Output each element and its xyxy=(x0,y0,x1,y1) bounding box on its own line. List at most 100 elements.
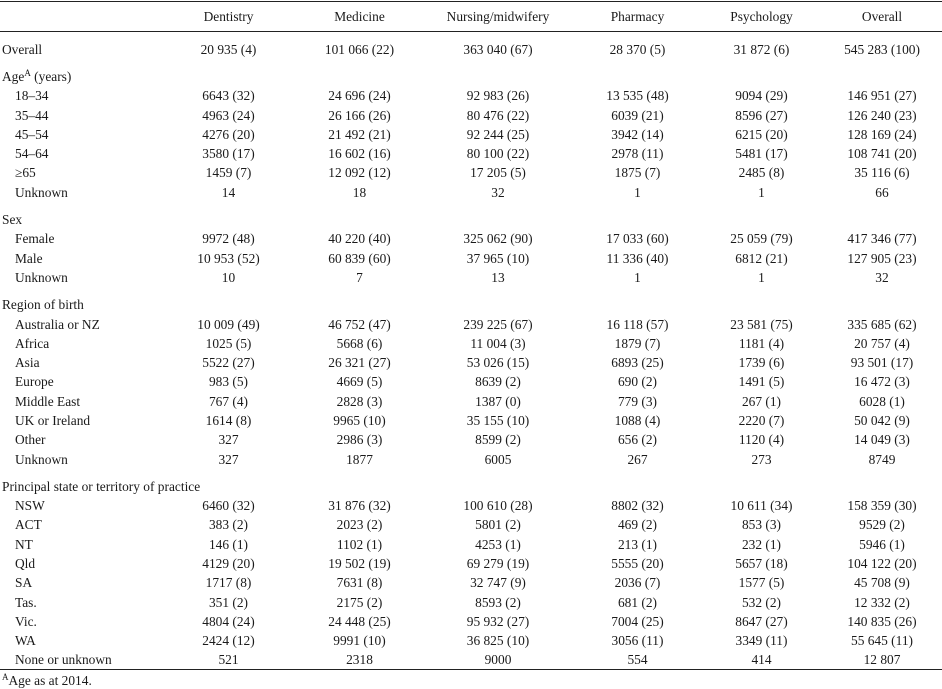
spacer-row xyxy=(0,287,942,295)
table-cell: 7 xyxy=(356,269,363,285)
table-cell: 17 205 (5) xyxy=(470,165,526,181)
table-cell: 6039 (21) xyxy=(611,107,664,123)
table-cell: 10 953 (52) xyxy=(197,250,260,266)
row-label: ACT xyxy=(15,517,42,533)
table-cell: 9529 (2) xyxy=(859,517,905,533)
table-row: WA 2424 (12) 9991 (10) 36 825 (10) 3056 (11)… xyxy=(0,631,942,650)
table-cell: 31 872 (6) xyxy=(733,41,790,57)
section-heading: AgeA (years) xyxy=(0,67,942,86)
table-cell: 232 (1) xyxy=(741,536,782,552)
table-cell: 128 169 (24) xyxy=(847,126,917,142)
table-cell: 3056 (11) xyxy=(611,633,664,649)
row-label: 18–34 xyxy=(15,88,49,104)
table-cell: 6028 (1) xyxy=(859,393,905,409)
row-label: NT xyxy=(15,536,33,552)
table-cell: 19 502 (19) xyxy=(328,556,391,572)
table-cell: 24 696 (24) xyxy=(328,88,391,104)
spacer-row xyxy=(0,59,942,67)
table-cell: 80 100 (22) xyxy=(466,146,530,162)
table-cell: 10 611 (34) xyxy=(730,498,793,514)
table-cell: 100 610 (28) xyxy=(463,498,533,514)
table-cell: 1102 (1) xyxy=(336,536,383,552)
table-cell: 6215 (20) xyxy=(735,126,788,142)
column-header: Overall xyxy=(822,1,942,32)
table-cell: 1577 (5) xyxy=(738,575,785,591)
table-row: Tas. 351 (2) 2175 (2) 8593 (2) 681 (2) 532 (2… xyxy=(0,593,942,612)
row-label: 54–64 xyxy=(15,146,49,162)
table-cell: 9965 (10) xyxy=(333,412,386,428)
table-cell: 92 983 (26) xyxy=(466,88,530,104)
table-cell: 16 118 (57) xyxy=(606,316,669,332)
table-cell: 5481 (17) xyxy=(735,146,788,162)
table-cell: 690 (2) xyxy=(617,374,658,390)
table-cell: 11 336 (40) xyxy=(606,250,669,266)
table-cell: 532 (2) xyxy=(741,594,782,610)
table-cell: 24 448 (25) xyxy=(328,613,391,629)
table-cell: 127 905 (23) xyxy=(847,250,917,266)
table-cell: 1614 (8) xyxy=(205,412,252,428)
table-cell: 101 066 (22) xyxy=(324,41,395,57)
table-cell: 26 166 (26) xyxy=(328,107,391,123)
table-cell: 4276 (20) xyxy=(202,126,255,142)
table-cell: 46 752 (47) xyxy=(328,316,391,332)
table-row: NT 146 (1) 1102 (1) 4253 (1) 213 (1) 232 (1) 5… xyxy=(0,535,942,554)
table-cell: 2986 (3) xyxy=(336,432,383,448)
table-cell: 8802 (32) xyxy=(611,498,664,514)
table-cell: 23 581 (75) xyxy=(730,316,793,332)
table-cell: 2424 (12) xyxy=(202,633,255,649)
table-row: ACT 383 (2) 2023 (2) 5801 (2) 469 (2) 853 (3)… xyxy=(0,515,942,534)
table-cell: 3580 (17) xyxy=(202,146,255,162)
table-cell: 1088 (4) xyxy=(614,412,661,428)
table-cell: 2036 (7) xyxy=(614,575,661,591)
table-cell: 1120 (4) xyxy=(738,432,785,448)
table-cell: 351 (2) xyxy=(208,594,249,610)
table-cell: 10 xyxy=(221,269,236,285)
row-label: UK or Ireland xyxy=(15,412,91,428)
row-label: 35–44 xyxy=(15,107,49,123)
table-cell: 5946 (1) xyxy=(859,536,905,552)
table-cell: 32 747 (9) xyxy=(470,575,526,591)
section-heading-row: Region of birth xyxy=(0,295,942,314)
row-label: 45–54 xyxy=(15,126,49,142)
table-row: 54–64 3580 (17) 16 602 (16) 80 100 (22) 2978… xyxy=(0,144,942,163)
table-cell: 55 645 (11) xyxy=(851,633,913,649)
table-cell: 37 965 (10) xyxy=(466,250,530,266)
section-heading-text: Region of birth xyxy=(2,297,84,313)
table-cell: 26 321 (27) xyxy=(328,355,391,371)
table-cell: 80 476 (22) xyxy=(466,107,530,123)
table-cell: 1 xyxy=(758,184,765,200)
table-cell: 95 932 (27) xyxy=(466,613,530,629)
table-cell: 5801 (2) xyxy=(475,517,521,533)
table-cell: 18 xyxy=(352,184,367,200)
table-row: Male 10 953 (52) 60 839 (60) 37 965 (10) 11 … xyxy=(0,248,942,267)
table-cell: 53 026 (15) xyxy=(466,355,530,371)
table-cell: 1 xyxy=(634,269,641,285)
table-cell: 1181 (4) xyxy=(738,335,785,351)
row-label: Australia or NZ xyxy=(15,316,100,332)
table-row: 45–54 4276 (20) 21 492 (21) 92 244 (25) 3942… xyxy=(0,125,942,144)
row-label: None or unknown xyxy=(0,650,160,671)
table-row: Australia or NZ 10 009 (49) 46 752 (47) 239… xyxy=(0,314,942,333)
row-label: Vic. xyxy=(15,613,37,629)
row-label: Overall xyxy=(2,41,43,57)
section-heading-row: AgeA (years) xyxy=(0,67,942,86)
section-heading: Principal state or territory of practice xyxy=(0,477,942,496)
table-cell: 12 807 xyxy=(822,650,942,671)
table-cell: 60 839 (60) xyxy=(328,250,391,266)
table-cell: 1 xyxy=(758,269,765,285)
table-cell: 5657 (18) xyxy=(735,556,788,572)
table-cell: 66 xyxy=(875,184,889,200)
column-header: Pharmacy xyxy=(574,1,701,32)
section-heading-text: Age xyxy=(2,68,25,84)
row-label: Africa xyxy=(15,335,50,351)
table-cell: 1879 (7) xyxy=(614,335,661,351)
table-cell: 6812 (21) xyxy=(735,250,788,266)
table-cell: 5522 (27) xyxy=(202,355,255,371)
table-cell: 35 155 (10) xyxy=(466,412,530,428)
table-row: 18–34 6643 (32) 24 696 (24) 92 983 (26) 13 5… xyxy=(0,86,942,105)
footnote-marker: A xyxy=(24,68,31,78)
table-row: UK or Ireland 1614 (8) 9965 (10) 35 155 (10… xyxy=(0,411,942,430)
column-header: Nursing/midwifery xyxy=(422,1,574,32)
table-row: Other 327 2986 (3) 8599 (2) 656 (2) 1120 (4) 1… xyxy=(0,430,942,449)
